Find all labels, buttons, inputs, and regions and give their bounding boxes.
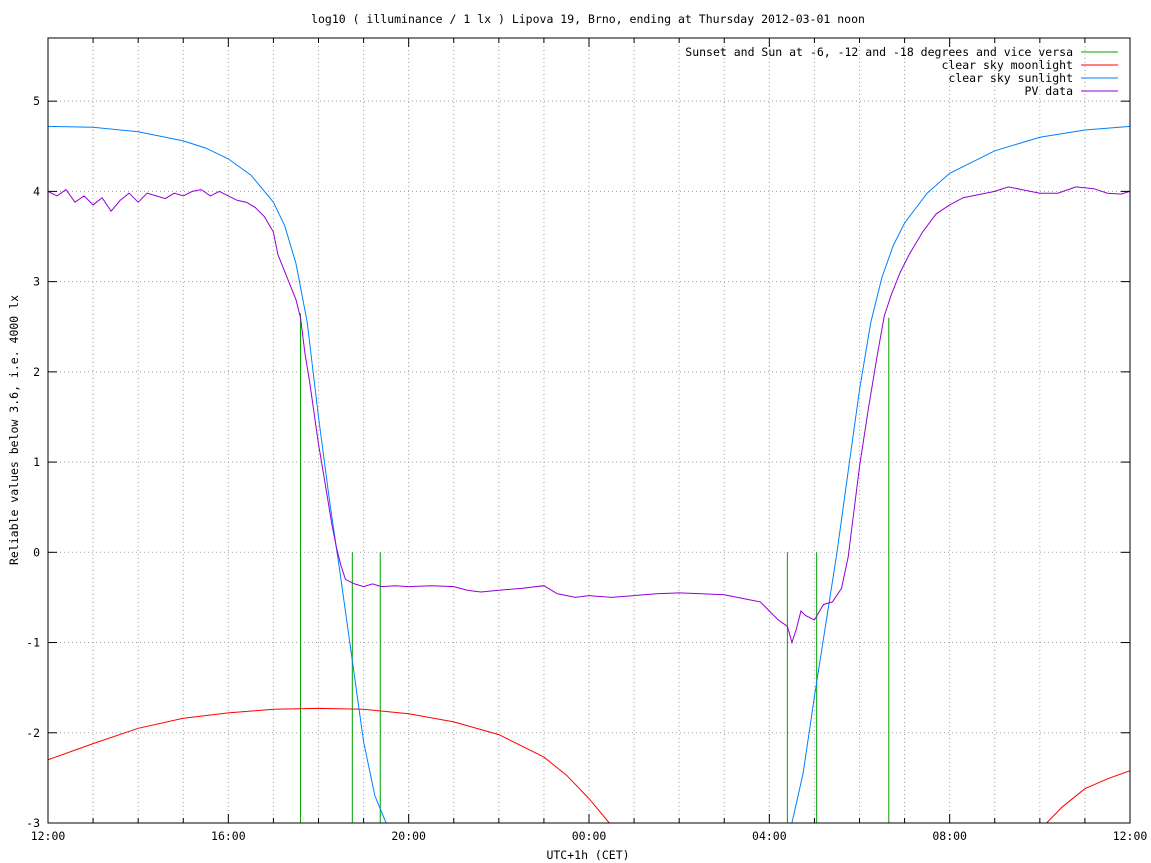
- series-line-pv-data: [48, 186, 1130, 645]
- y-tick-label: -1: [26, 636, 40, 650]
- x-tick-label: 12:00: [1113, 829, 1148, 843]
- grid-lines: [48, 38, 1130, 824]
- y-tick-label: 4: [33, 184, 40, 198]
- y-tick-label: 1: [33, 455, 40, 469]
- y-tick-label: 5: [33, 94, 40, 108]
- legend-label: clear sky moonlight: [941, 58, 1073, 72]
- x-tick-label: 16:00: [211, 829, 246, 843]
- chart-title: log10 ( illuminance / 1 lx ) Lipova 19, …: [311, 12, 865, 26]
- x-axis-label: UTC+1h (CET): [546, 848, 629, 862]
- series-line-clear-sky-sunlight: [791, 125, 1130, 823]
- x-tick-label: 08:00: [932, 829, 967, 843]
- legend-label: PV data: [1025, 84, 1073, 98]
- series-lines: [48, 125, 1130, 823]
- y-tick-label: 0: [33, 545, 40, 559]
- x-tick-label: 12:00: [31, 829, 66, 843]
- x-tick-label: 04:00: [752, 829, 787, 843]
- series-line-clear-sky-moonlight: [48, 707, 610, 823]
- y-tick-label: 3: [33, 275, 40, 289]
- series-line-clear-sky-moonlight: [1046, 770, 1130, 823]
- legend-label: clear sky sunlight: [948, 71, 1073, 85]
- series-line-clear-sky-sunlight: [48, 125, 387, 823]
- y-tick-label: -3: [26, 816, 40, 830]
- y-tick-label: -2: [26, 726, 40, 740]
- x-tick-label: 20:00: [391, 829, 426, 843]
- axis-ticks: 12:00 16:00 20:00 00:00 04:00 08:00 12:00-3-2-…: [26, 38, 1147, 843]
- legend: Sunset and Sun at -6, -12 and -18 degree…: [685, 45, 1118, 98]
- y-tick-label: 2: [33, 365, 40, 379]
- y-axis-label: Reliable values below 3.6, i.e. 4000 lx: [7, 295, 21, 565]
- x-tick-label: 00:00: [572, 829, 607, 843]
- legend-label: Sunset and Sun at -6, -12 and -18 degree…: [685, 45, 1073, 59]
